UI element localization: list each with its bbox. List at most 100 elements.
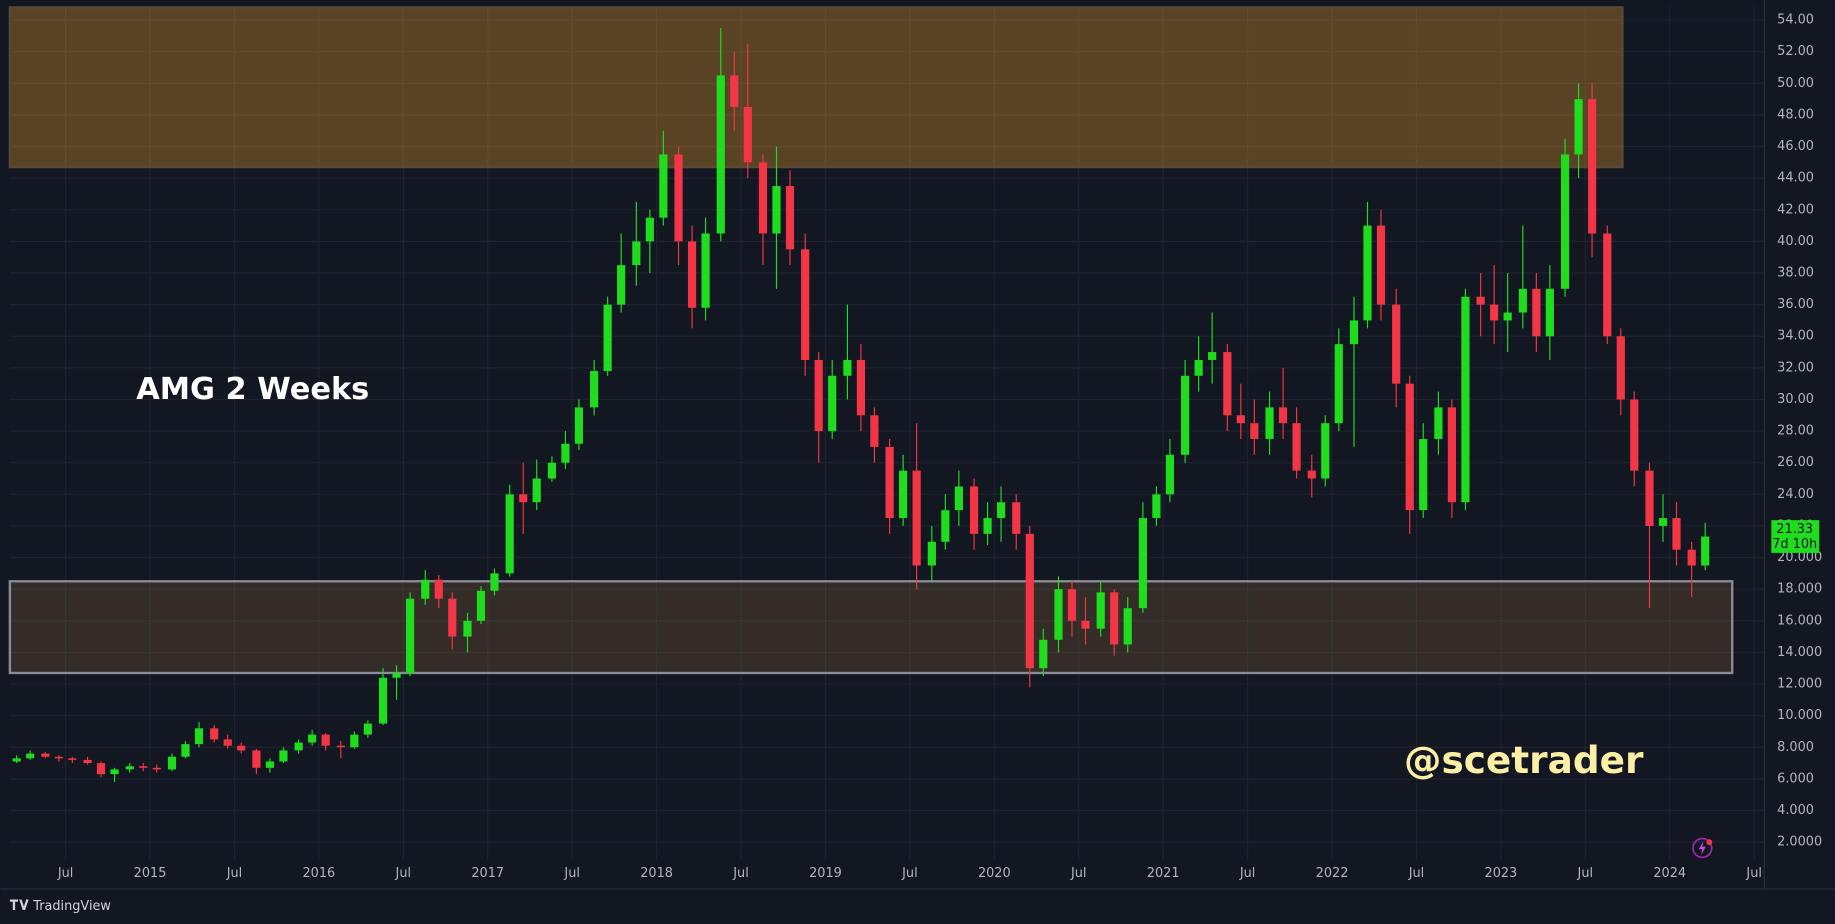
candles	[12, 27, 1710, 783]
y-tick-label: 18.000	[1777, 582, 1822, 597]
y-tick-label: 4.000	[1777, 803, 1814, 818]
candle-body	[743, 107, 752, 163]
x-tick-label: 2015	[134, 866, 167, 881]
candle-body	[12, 758, 21, 762]
last-price-box	[1771, 520, 1820, 553]
y-tick-label: 30.00	[1777, 392, 1814, 407]
candle-body	[1321, 423, 1330, 479]
candle-body	[1405, 383, 1414, 511]
candle-body	[1307, 470, 1316, 479]
candle-body	[603, 304, 612, 372]
candle-body	[574, 407, 584, 444]
y-tick-label: 42.00	[1777, 202, 1814, 217]
alert-icon-bolt[interactable]	[1698, 840, 1706, 855]
candle-body	[1165, 454, 1175, 495]
alert-icon-dot[interactable]	[1706, 839, 1713, 846]
candle-body	[1687, 549, 1696, 566]
x-tick-label: Jul	[1239, 866, 1256, 881]
x-tick-label: 2016	[303, 866, 336, 881]
candle-body	[1447, 407, 1457, 503]
candle-body	[1658, 518, 1668, 526]
candle-body	[181, 744, 190, 757]
x-tick-label: Jul	[57, 866, 74, 881]
candle-body	[463, 620, 472, 637]
y-tick-label: 16.000	[1777, 613, 1822, 628]
candle-body	[1096, 592, 1105, 629]
y-tick-label: 24.00	[1777, 487, 1814, 502]
candle-body	[659, 154, 668, 218]
candle-body	[814, 359, 823, 432]
candle-body	[969, 486, 979, 534]
candle-body	[1518, 288, 1527, 313]
candle-body	[336, 745, 345, 748]
candle-body	[167, 756, 177, 770]
candle-body	[1363, 225, 1372, 321]
zone	[8, 580, 1734, 675]
x-tick-label: 2019	[809, 866, 842, 881]
alert-icon-ring[interactable]	[1692, 837, 1713, 859]
y-tick-label: 52.00	[1777, 44, 1814, 59]
candle-body	[701, 233, 710, 308]
y-tick-label: 20.000	[1777, 550, 1822, 565]
y-tick-label: 54.00	[1777, 13, 1814, 28]
candle-body	[1503, 312, 1512, 321]
candle-body	[448, 598, 457, 637]
candle-body	[1208, 352, 1217, 360]
x-tick-label: Jul	[226, 866, 243, 881]
candle-body	[1152, 494, 1161, 519]
x-tick-label: 2022	[1316, 866, 1349, 881]
candle-body	[1054, 589, 1063, 640]
candle-body	[1334, 344, 1343, 424]
candle-body	[996, 502, 1006, 519]
candle-body	[1574, 99, 1583, 155]
candle-body	[870, 415, 879, 447]
candle-body	[801, 249, 810, 360]
candle-body	[590, 371, 599, 408]
candle-body	[1392, 304, 1401, 384]
zones	[8, 6, 1734, 675]
candle-body	[83, 759, 92, 764]
candle-body	[674, 154, 683, 242]
candle-body	[1349, 320, 1359, 345]
y-tick-label: 38.00	[1777, 266, 1814, 281]
candle-body	[54, 756, 63, 759]
x-tick-label: 2021	[1147, 866, 1180, 881]
candle-body	[1110, 592, 1119, 645]
candle-body	[941, 510, 950, 542]
candle-body	[1236, 415, 1245, 424]
candle-body	[1560, 154, 1570, 289]
y-tick-label: 8.000	[1777, 740, 1814, 755]
alert-icon[interactable]	[1692, 837, 1713, 859]
candle-body	[490, 573, 499, 591]
x-tick-label: Jul	[1070, 866, 1087, 881]
candle-body	[1645, 470, 1654, 526]
candle-body	[1012, 502, 1021, 534]
last-price-label: 21.33	[1776, 522, 1813, 537]
candle-body	[321, 734, 330, 746]
candle-body	[434, 579, 443, 599]
candle-body	[912, 470, 921, 566]
candle-body	[843, 359, 852, 376]
y-tick-label: 46.00	[1777, 139, 1814, 154]
watermark: @scetrader	[1404, 738, 1644, 782]
candle-body	[617, 265, 626, 305]
candle-body	[223, 739, 232, 746]
candle-body	[1603, 233, 1612, 337]
candle-body	[392, 672, 401, 678]
candle-body	[476, 590, 486, 621]
y-tick-label: 12.000	[1777, 677, 1822, 692]
candle-body	[899, 470, 908, 519]
candle-body	[265, 761, 275, 768]
candle-body	[405, 598, 415, 673]
candle-body	[1672, 518, 1681, 550]
logo-mark	[9, 899, 29, 910]
candle-body	[1476, 296, 1485, 305]
candle-body	[505, 494, 514, 574]
candle-body	[927, 541, 936, 566]
candle-body	[1194, 359, 1203, 376]
y-tick-label: 48.00	[1777, 107, 1814, 122]
y-tick-label: 36.00	[1777, 297, 1814, 312]
x-tick-label: Jul	[1577, 866, 1594, 881]
candle-body	[561, 443, 570, 463]
